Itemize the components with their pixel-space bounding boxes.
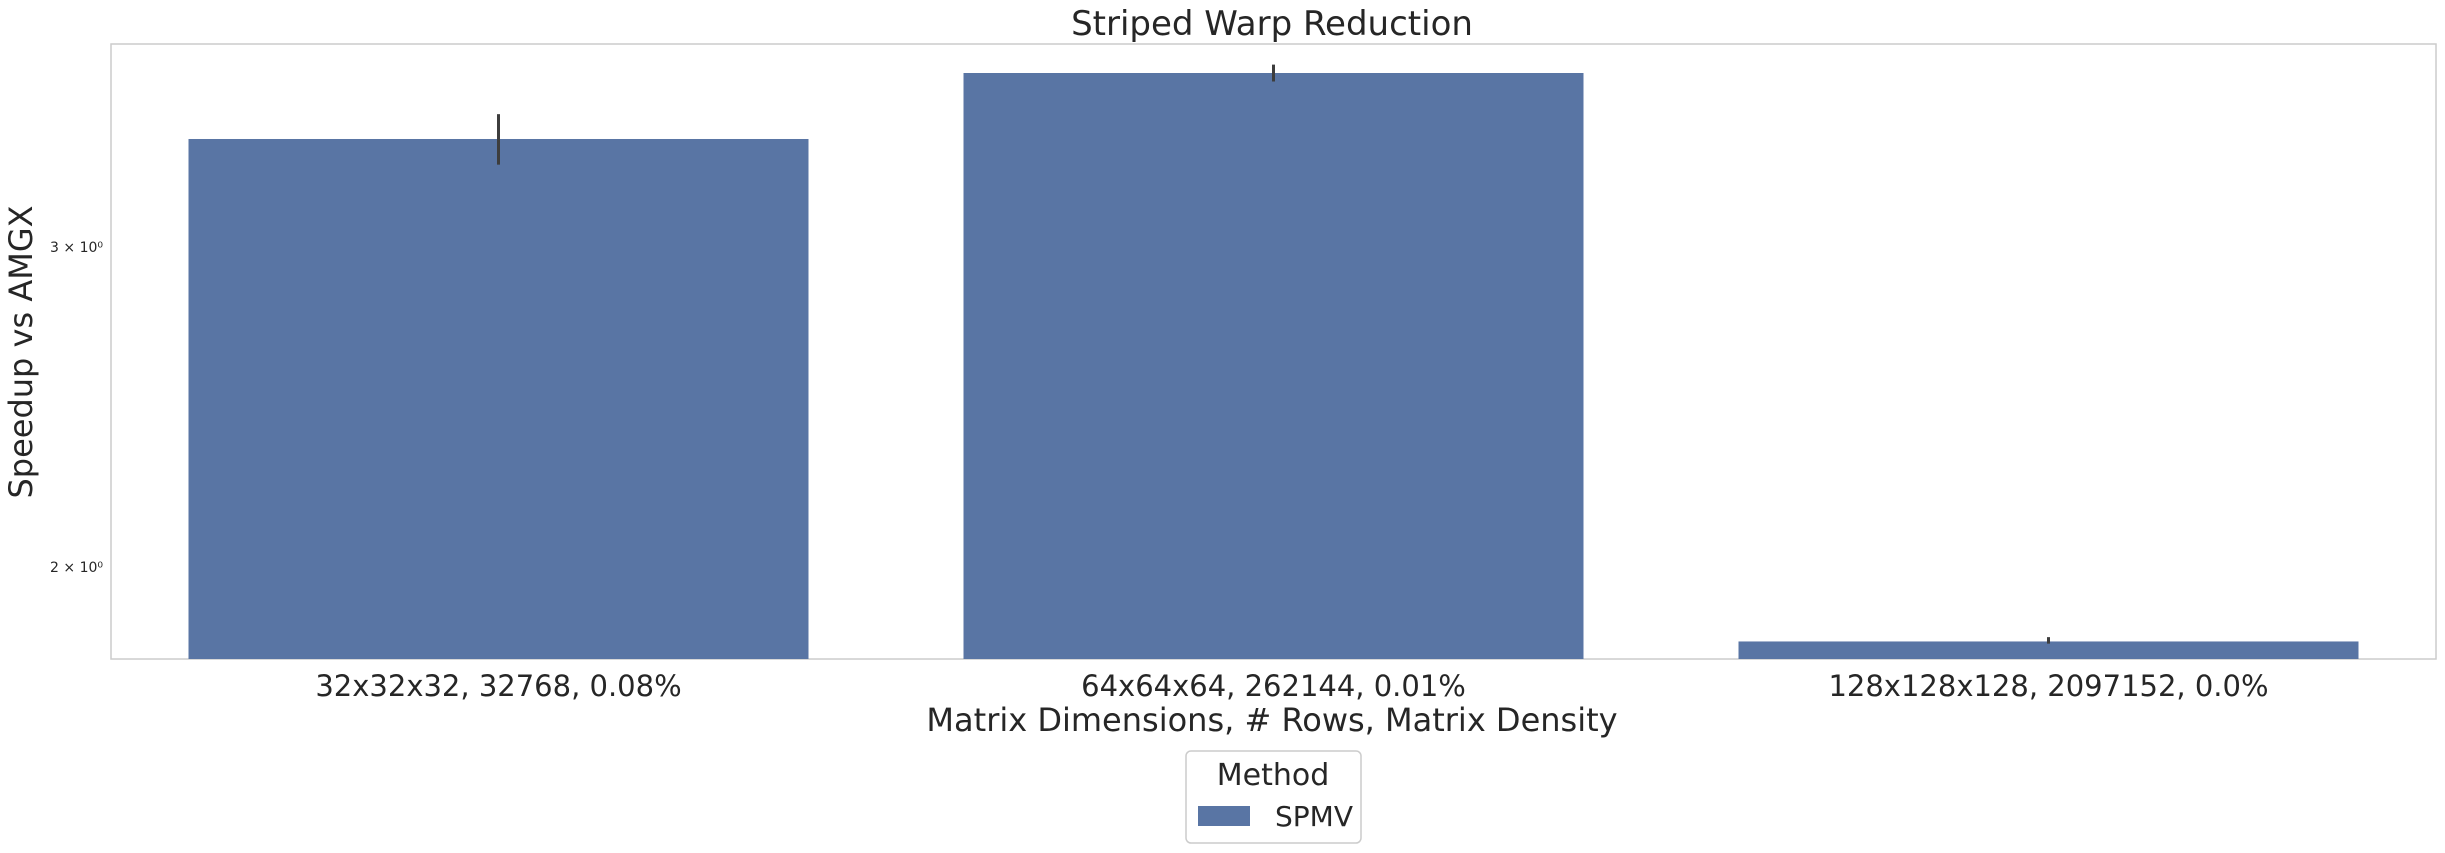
bar-1	[188, 138, 809, 659]
y-tick-label-2: 3 × 10⁰	[50, 240, 103, 256]
bar-2	[963, 73, 1584, 660]
chart-title: Striped Warp Reduction	[1071, 4, 1473, 44]
error-bars-group	[497, 64, 2050, 644]
y-tick-label-1: 2 × 10⁰	[50, 560, 103, 576]
legend-label-spmv: SPMV	[1275, 800, 1353, 833]
x-axis-label: Matrix Dimensions, # Rows, Matrix Densit…	[926, 701, 1617, 739]
x-ticks-group: 32x32x32, 32768, 0.08% 64x64x64, 262144, …	[315, 669, 2268, 703]
x-tick-label-2: 64x64x64, 262144, 0.01%	[1081, 669, 1466, 703]
x-tick-label-3: 128x128x128, 2097152, 0.0%	[1828, 669, 2268, 703]
y-ticks-group: 2 × 10⁰ 3 × 10⁰	[50, 240, 103, 576]
bar-3	[1738, 641, 2359, 659]
x-tick-label-1: 32x32x32, 32768, 0.08%	[315, 669, 681, 703]
legend-swatch-spmv	[1198, 806, 1250, 826]
legend: Method SPMV	[1185, 750, 1362, 844]
y-axis-label: Speedup vs AMGX	[2, 205, 40, 498]
legend-title: Method	[1217, 758, 1330, 793]
bars-group	[188, 73, 2359, 660]
